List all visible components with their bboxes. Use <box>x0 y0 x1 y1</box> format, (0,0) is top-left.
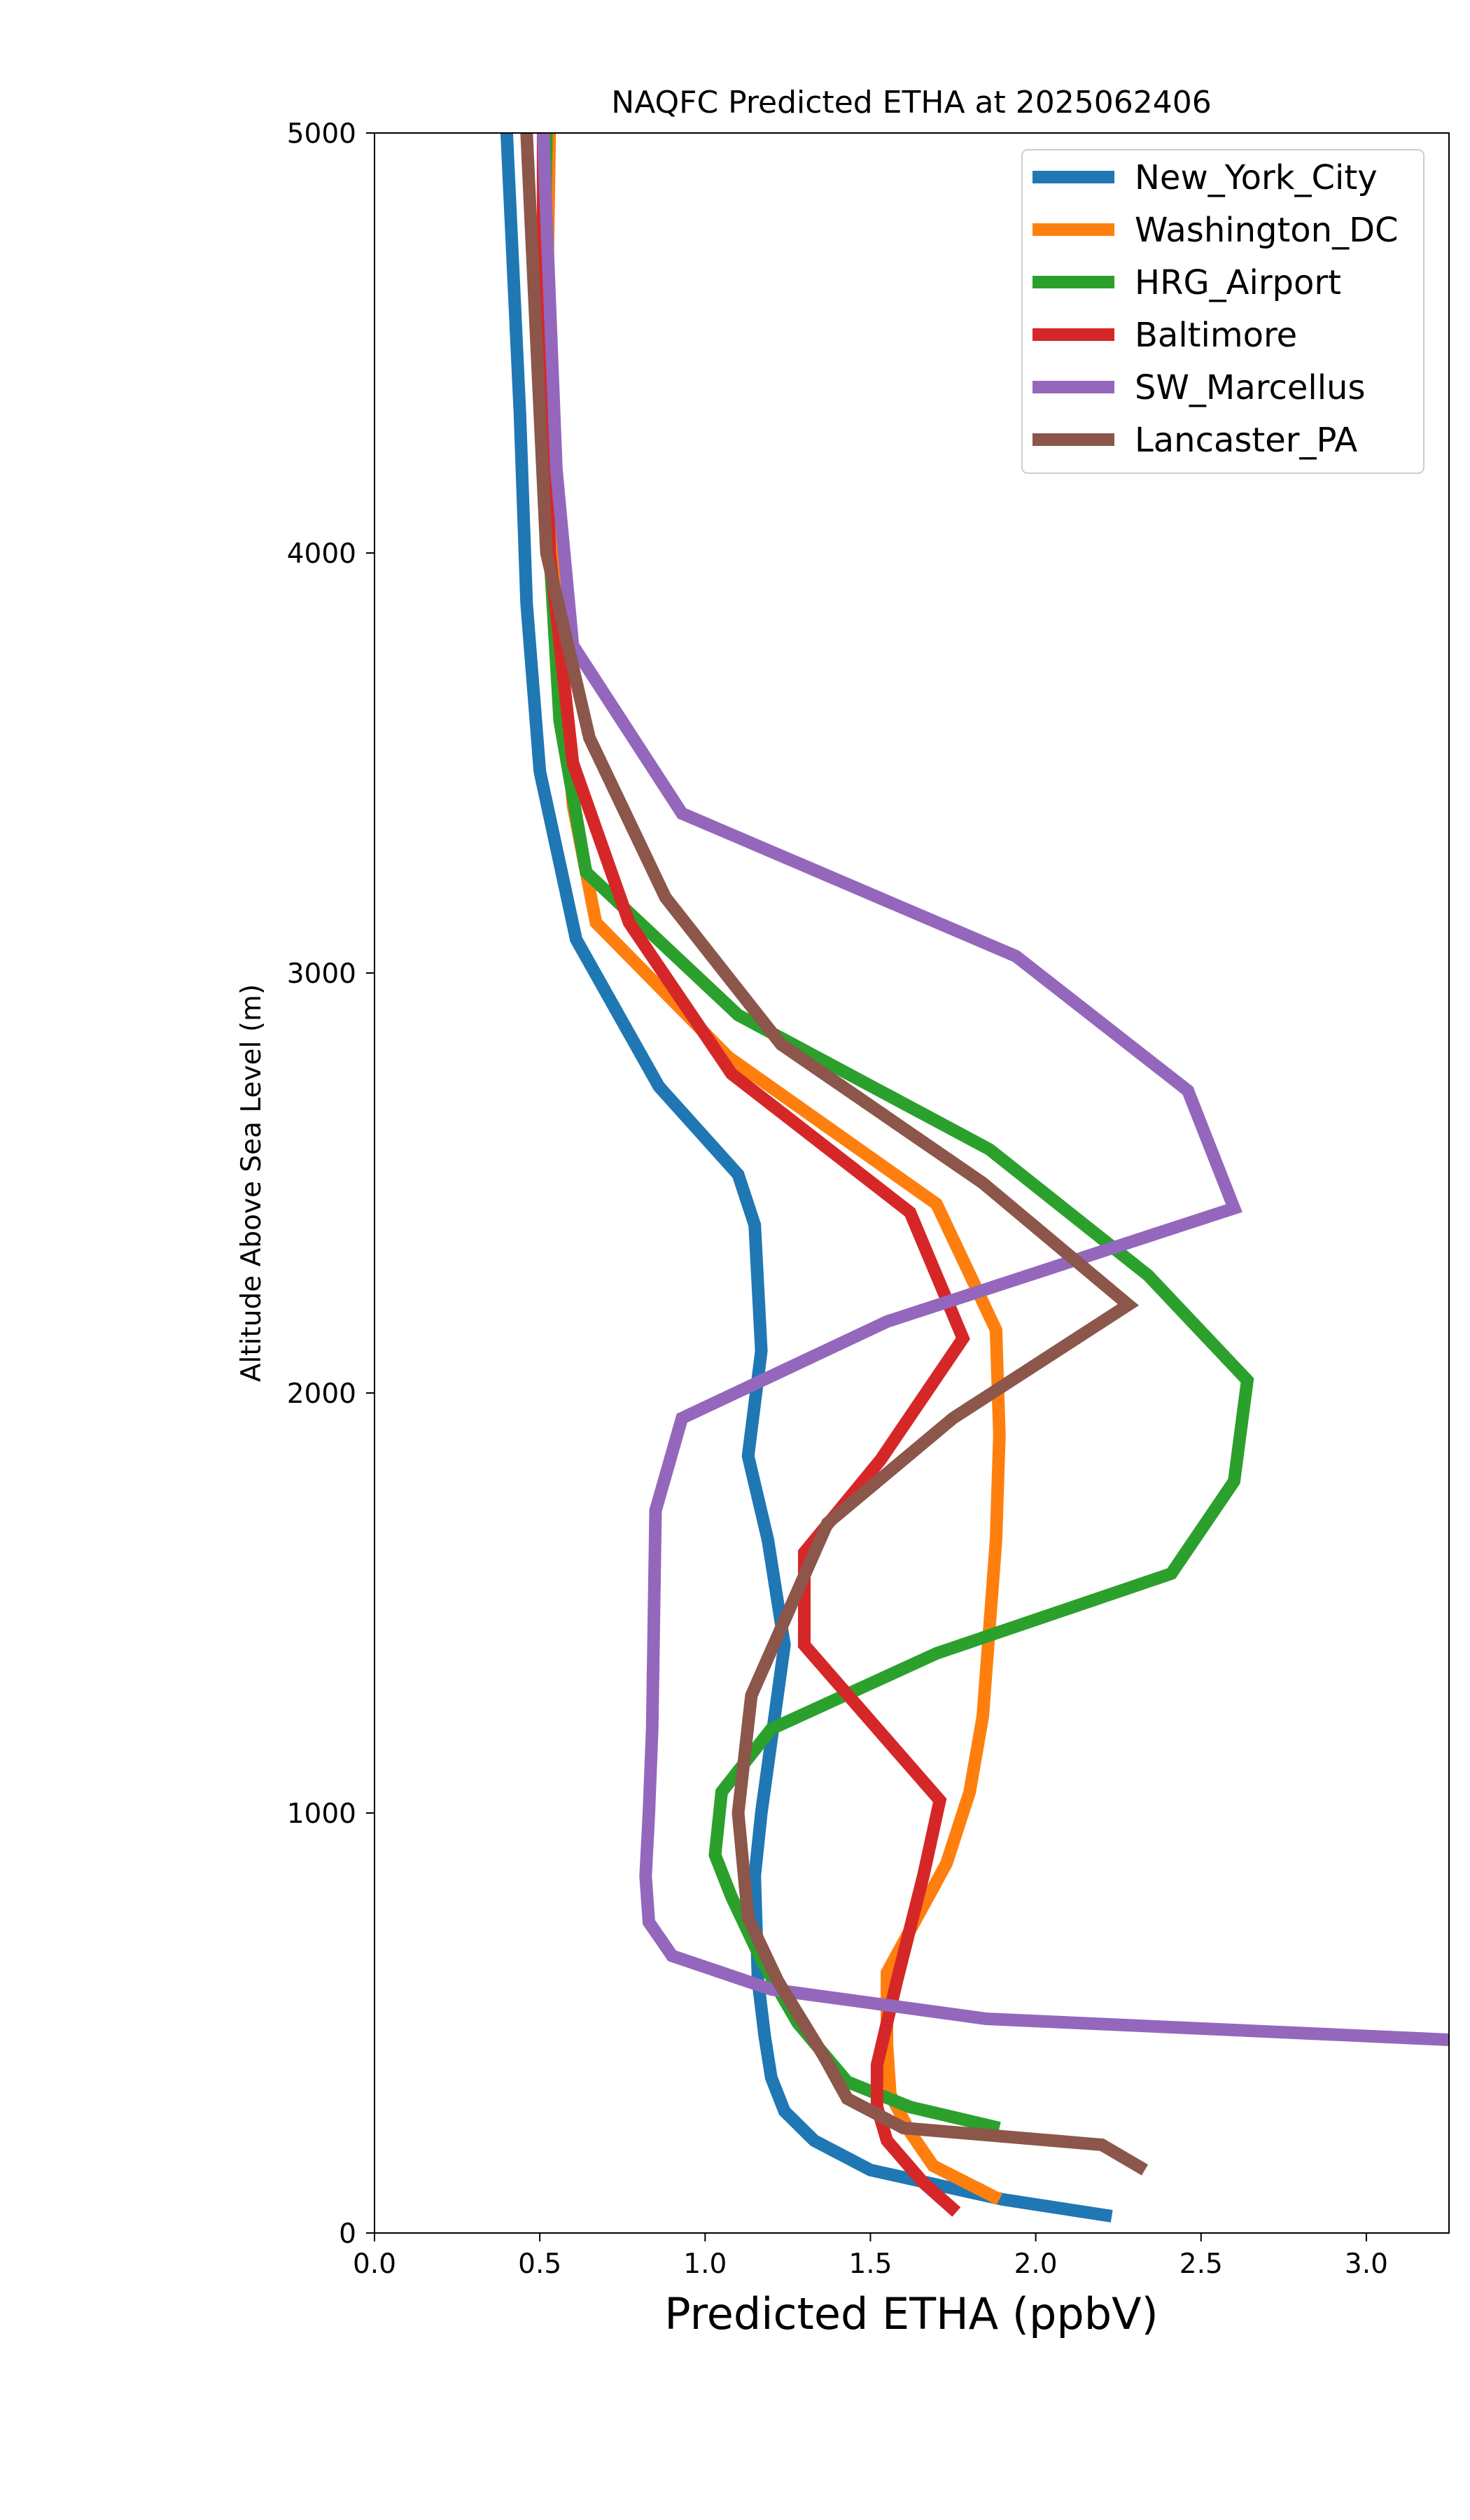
plot-frame <box>374 132 1450 2234</box>
legend-label: SW_Marcellus <box>1135 368 1365 407</box>
y-axis-label: Altitude Above Sea Level (m) <box>236 984 267 1382</box>
x-tick-label: 1.5 <box>848 2248 892 2280</box>
legend-label: HRG_Airport <box>1135 263 1341 302</box>
x-tick-label: 2.0 <box>1014 2248 1058 2280</box>
legend: New_York_City Washington_DC HRG_Airport Bal… <box>1021 149 1424 474</box>
legend-label: Lancaster_PA <box>1135 421 1357 460</box>
series-line-sw-marcellus <box>536 133 1449 2046</box>
y-tick-label: 1000 <box>287 1798 356 1830</box>
y-axis: 0 1000 2000 3000 4000 5000 <box>287 118 374 2250</box>
series-line-new-york-city <box>500 133 1113 2222</box>
y-tick-label: 3000 <box>287 958 356 990</box>
x-axis: 0.0 0.5 1.0 1.5 2.0 2.5 3.0 <box>353 2233 1388 2280</box>
y-tick-label: 0 <box>339 2218 356 2250</box>
series-line-baltimore <box>536 133 970 2217</box>
series-layer <box>500 133 1449 2222</box>
y-tick-label: 5000 <box>287 118 356 150</box>
x-tick-label: 0.5 <box>518 2248 561 2280</box>
x-tick-label: 3.0 <box>1345 2248 1388 2280</box>
legend-frame <box>1021 149 1424 474</box>
legend-items: New_York_City Washington_DC HRG_Airport Bal… <box>1032 158 1399 460</box>
x-tick-label: 0.0 <box>353 2248 396 2280</box>
x-tick-label: 2.5 <box>1180 2248 1223 2280</box>
legend-label: Washington_DC <box>1135 211 1399 250</box>
x-tick-label: 1.0 <box>683 2248 727 2280</box>
chart-title: NAQFC Predicted ETHA at 2025062406 <box>611 85 1211 120</box>
y-tick-label: 4000 <box>287 538 356 570</box>
legend-label: New_York_City <box>1135 158 1378 197</box>
y-tick-label: 2000 <box>287 1378 356 1410</box>
x-axis-label: Predicted ETHA (ppbV) <box>664 2288 1158 2339</box>
series-line-lancaster-pa <box>520 133 1149 2176</box>
legend-label: Baltimore <box>1135 316 1297 355</box>
